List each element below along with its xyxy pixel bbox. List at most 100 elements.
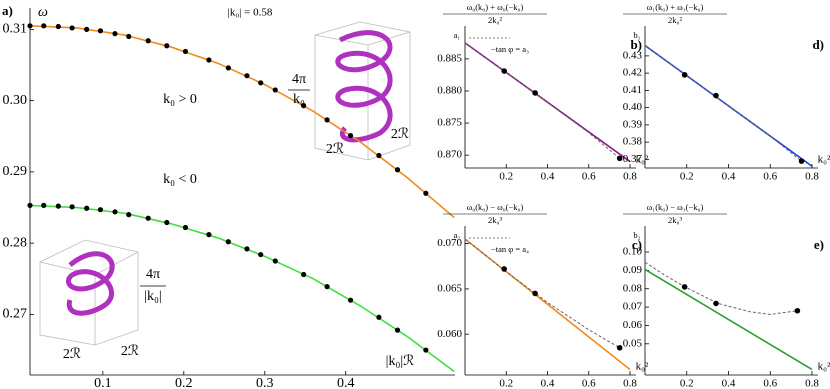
data-point (794, 307, 801, 314)
y-tick-label: 0.07 (623, 301, 643, 313)
y-axis-label: ω₀(k₀) − ω₀(−k₀) (467, 202, 524, 212)
y-tick-label: 0.10 (623, 246, 643, 258)
data-point (145, 38, 151, 44)
data-point (394, 167, 401, 173)
y-tick-label: 0.05 (623, 337, 643, 349)
data-point (27, 202, 33, 208)
x-tick-label: 0.8 (805, 171, 819, 183)
y-tick-label: 0.060 (437, 328, 462, 340)
annotation: 4π (146, 267, 160, 282)
x-tick-label: 0.4 (541, 378, 555, 389)
data-point (681, 284, 688, 290)
y-tick-label: 0.42 (623, 67, 642, 79)
annotation: b₁ (633, 30, 640, 40)
data-point (347, 132, 354, 139)
y-tick-label: 0.885 (437, 52, 462, 64)
data-point (301, 271, 307, 278)
x-tick-label: 0.6 (582, 378, 596, 389)
x-tick-label: 0.3 (256, 376, 274, 389)
y-tick-label: 0.27 (3, 307, 28, 322)
x-axis-label: k₀² (636, 154, 649, 166)
data-point (324, 117, 330, 123)
x-tick-label: 0.6 (763, 378, 777, 389)
curve (644, 44, 813, 167)
y-tick-label: 0.38 (623, 136, 643, 148)
annotation: k₀ (293, 92, 305, 107)
x-tick-label: 0.2 (499, 378, 513, 389)
panel-label: e) (814, 237, 824, 252)
data-point (112, 31, 118, 37)
y-tick-label: 0.070 (437, 237, 462, 249)
fit-curve (464, 238, 620, 349)
x-tick-label: 0.8 (623, 171, 637, 183)
data-point (501, 68, 507, 74)
x-axis-label: |k₀|ℛ (386, 354, 415, 369)
annotation: −tan φ = a₃ (491, 44, 529, 54)
y-axis-label: ω (38, 5, 48, 20)
x-tick-label: 0.4 (722, 171, 736, 183)
fit-curve (644, 261, 798, 315)
annotation: a₂ (454, 230, 461, 240)
x-axis-label: k₀² (818, 154, 830, 166)
x-tick-label: 0.4 (337, 376, 355, 389)
y-axis-label: 2k₀² (668, 15, 682, 25)
data-point (84, 26, 90, 32)
annotation: |k₀| (144, 289, 162, 304)
y-axis-label: 2k₀³ (488, 215, 502, 225)
annotation: 2ℛ (121, 344, 139, 359)
annotation: b₂ (633, 230, 640, 240)
curve (644, 268, 813, 371)
y-tick-label: 0.30 (3, 93, 28, 108)
panel-label: c) (632, 237, 642, 252)
data-point (244, 73, 250, 79)
y-tick-label: 0.065 (437, 282, 462, 294)
data-point (376, 152, 382, 159)
x-tick-label: 0.8 (623, 378, 637, 389)
annotation: 4π (292, 72, 306, 87)
x-tick-label: 0.8 (805, 378, 819, 389)
annotation: k₀ < 0 (163, 172, 197, 187)
data-point (164, 43, 170, 49)
data-point (55, 203, 61, 209)
x-tick-label: 0.2 (680, 171, 694, 183)
y-tick-label: 0.09 (623, 264, 643, 276)
data-point (324, 284, 330, 290)
data-point (84, 205, 90, 211)
y-axis-label: ω₁(k₀) − ω₁(−k₀) (647, 202, 704, 212)
data-point (69, 204, 75, 210)
data-point (41, 23, 47, 29)
data-point (423, 347, 429, 353)
data-point (532, 90, 538, 96)
annotation: 2ℛ (63, 347, 81, 362)
data-point (182, 224, 189, 231)
data-point (616, 155, 623, 162)
x-tick-label: 0.4 (722, 378, 736, 389)
y-axis-label: ω₀(k₀) + ω₀(−k₀) (467, 2, 524, 12)
annotation: 2ℛ (326, 142, 344, 157)
panel-label: d) (812, 37, 824, 52)
y-tick-label: 0.870 (437, 149, 462, 161)
panel-label: a) (2, 3, 13, 18)
y-tick-label: 0.880 (437, 85, 462, 97)
annotation: a₁ (454, 30, 461, 40)
data-point (423, 190, 429, 196)
data-point (112, 209, 118, 215)
data-point (501, 266, 507, 272)
data-point (272, 258, 278, 264)
data-point (244, 246, 250, 252)
data-point (145, 215, 151, 221)
helix-inset-top (314, 21, 411, 161)
data-point (258, 251, 264, 258)
x-axis-label: k₀² (818, 361, 830, 373)
data-point (225, 239, 231, 245)
data-point (394, 327, 401, 333)
y-tick-label: 0.41 (623, 84, 642, 96)
data-point (55, 23, 61, 30)
y-tick-label: 0.29 (3, 164, 28, 179)
y-tick-label: 0.40 (623, 101, 643, 113)
data-point (272, 87, 278, 93)
y-tick-label: 0.31 (3, 22, 28, 37)
x-tick-label: 0.2 (175, 376, 193, 389)
x-axis-label: k₀² (636, 361, 649, 373)
